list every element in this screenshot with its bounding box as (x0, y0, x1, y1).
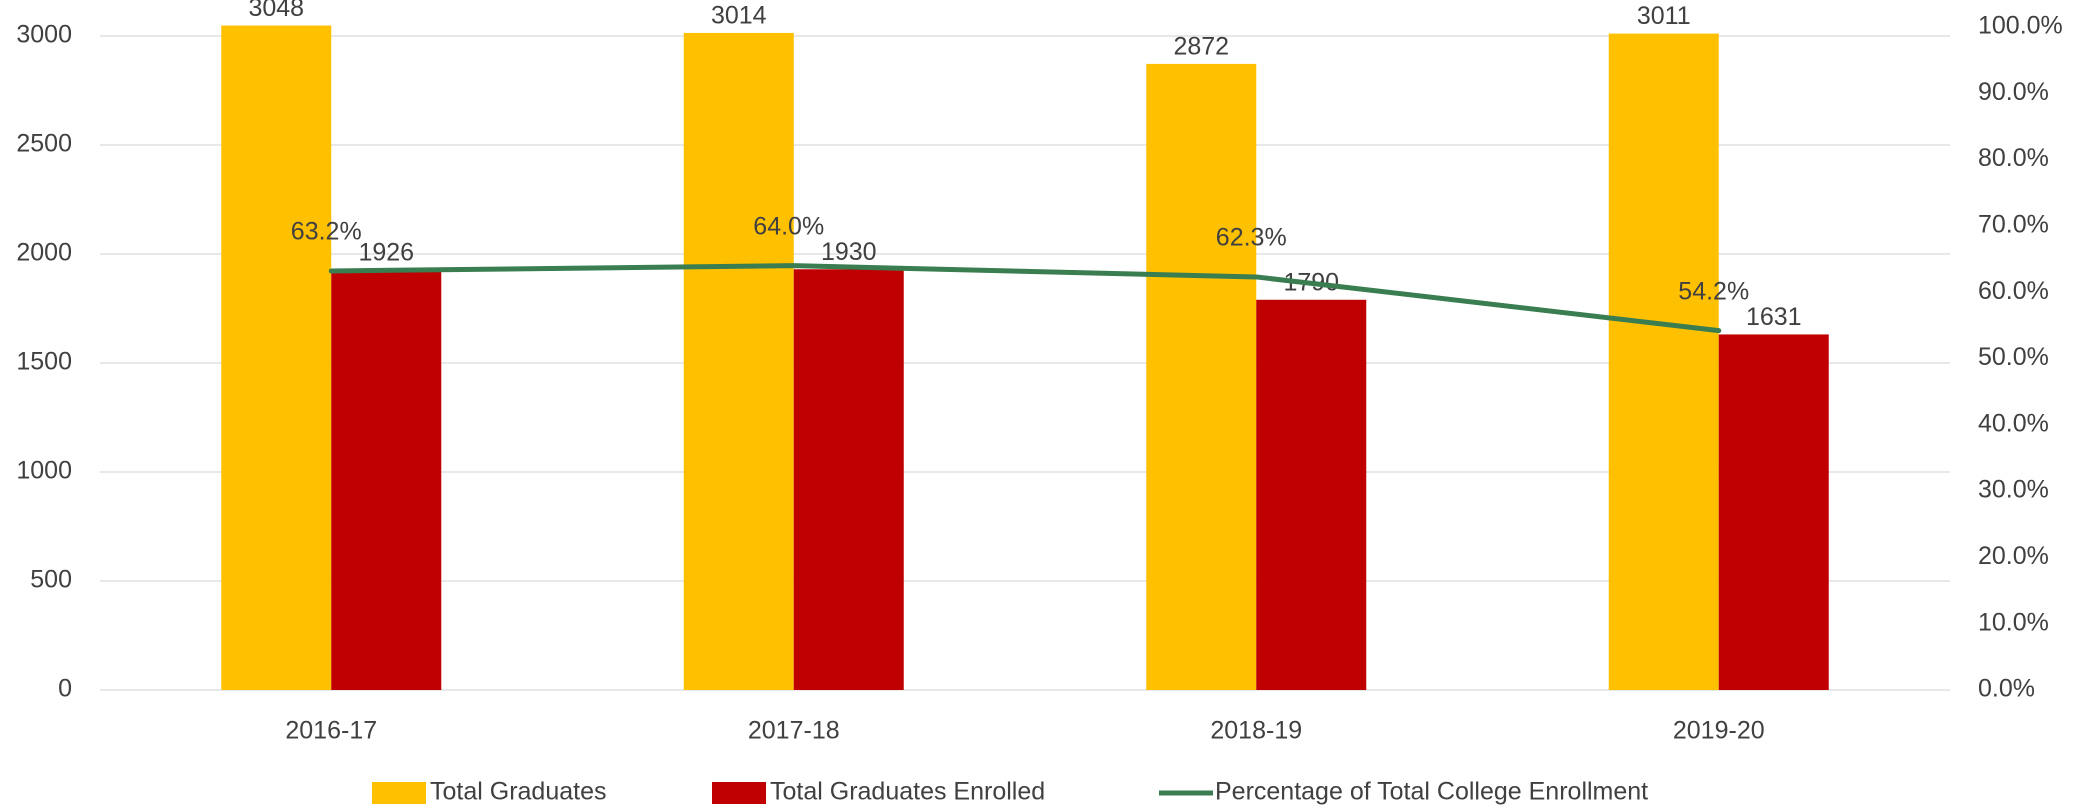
data-label: 64.0% (753, 212, 824, 240)
y2-tick-label: 100.0% (1978, 12, 2063, 40)
y2-tick-label: 50.0% (1978, 343, 2049, 371)
bar (331, 270, 442, 690)
y2-tick-label: 90.0% (1978, 78, 2049, 106)
data-label: 3014 (711, 2, 767, 30)
bar (793, 269, 904, 690)
y2-tick-label: 70.0% (1978, 211, 2049, 239)
y2-tick-label: 20.0% (1978, 542, 2049, 570)
line (328, 263, 1722, 334)
y2-tick-label: 60.0% (1978, 277, 2049, 305)
y-tick-label: 2500 (16, 130, 72, 158)
legend-label: Total Graduates Enrolled (770, 778, 1045, 806)
y2-tick-label: 80.0% (1978, 144, 2049, 172)
legend-label: Total Graduates (430, 778, 607, 806)
y-tick-label: 1500 (16, 348, 72, 376)
legend-label: Percentage of Total College Enrollment (1215, 778, 1648, 806)
y-tick-label: 3000 (16, 21, 72, 49)
data-label: 1930 (821, 238, 877, 266)
data-label: 63.2% (291, 218, 362, 246)
bar (1718, 334, 1829, 690)
data-label: 62.3% (1216, 224, 1287, 252)
legend-swatch (712, 782, 766, 804)
y2-tick-label: 0.0% (1978, 675, 2035, 703)
y2-tick-label: 40.0% (1978, 409, 2049, 437)
legend-swatch (372, 782, 426, 804)
bar (221, 25, 332, 690)
bar (683, 32, 794, 691)
data-label: 54.2% (1678, 277, 1749, 305)
y2-tick-label: 30.0% (1978, 476, 2049, 504)
data-label: 1926 (358, 239, 414, 267)
y-tick-label: 0 (58, 675, 72, 703)
data-label: 3048 (248, 0, 304, 22)
x-tick-label: 2017-18 (748, 717, 840, 745)
x-tick-label: 2019-20 (1673, 717, 1765, 745)
bar (1256, 299, 1367, 690)
y-tick-label: 500 (30, 566, 72, 594)
y-tick-label: 1000 (16, 457, 72, 485)
bar (1608, 33, 1719, 691)
data-label: 2872 (1173, 33, 1229, 61)
bar (1146, 63, 1257, 691)
y-tick-label: 2000 (16, 239, 72, 267)
data-label: 1631 (1746, 303, 1802, 331)
x-tick-label: 2016-17 (285, 717, 377, 745)
data-label: 3011 (1637, 2, 1691, 30)
x-tick-label: 2018-19 (1210, 717, 1302, 745)
y2-tick-label: 10.0% (1978, 608, 2049, 636)
